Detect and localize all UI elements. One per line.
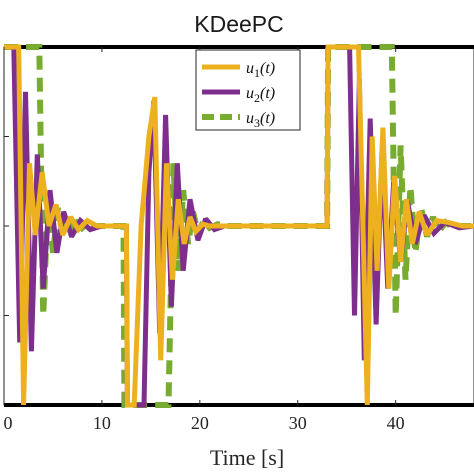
series-line-u1 xyxy=(4,44,474,408)
legend-label-u1: u1(t) xyxy=(246,60,275,80)
legend: u1(t) u2(t) u3(t) xyxy=(195,49,301,131)
x-tick-label: 10 xyxy=(93,413,111,433)
legend-label-u2: u2(t) xyxy=(246,85,275,105)
series-lines xyxy=(4,44,474,408)
x-tick-label: 20 xyxy=(191,413,209,433)
chart-title: KDeePC xyxy=(194,11,283,37)
legend-label-u3: u3(t) xyxy=(246,110,275,130)
axis-ticks: 0 10 20 30 40 xyxy=(3,47,405,433)
x-tick-label: 40 xyxy=(387,413,405,433)
x-axis-label: Time [s] xyxy=(210,445,284,470)
x-tick-label: 0 xyxy=(4,413,13,433)
x-tick-label: 30 xyxy=(289,413,307,433)
